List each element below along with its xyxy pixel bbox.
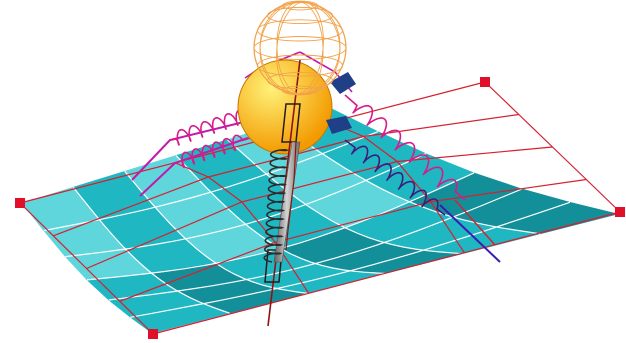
coil-spring [171,109,256,146]
pointer-arrows [326,72,356,134]
vertical-coil-spring [263,149,290,263]
control-point-marker [148,329,158,339]
coil-spring [177,134,251,169]
control-cage-line [19,202,154,335]
damper-link [285,141,297,251]
control-cage-line [174,162,310,294]
control-cage-line [152,211,621,335]
link-line [439,204,501,263]
control-points [15,77,625,339]
pointer-arrow [330,72,356,94]
control-cage-line [19,81,486,204]
coil-spring [344,139,446,216]
surface-grid-line [278,123,541,235]
pointer-arrow [326,116,352,134]
spring-links [131,51,501,263]
control-cage-line [329,121,465,254]
link-line [454,199,496,246]
control-point-marker [15,198,25,208]
control-cage-line [86,146,553,270]
vertical-spring-damper [263,59,301,327]
control-cage-line [53,113,519,237]
control-cage-line [484,81,621,213]
control-cage [19,81,621,335]
control-point-marker [480,77,490,87]
piston-rod [273,141,301,263]
surface-grid-line [124,170,308,294]
surface-grid-line [226,139,463,255]
control-cage-line [119,178,587,302]
surface-grid-line [72,186,230,314]
control-point-marker [615,207,625,217]
coil-spring [344,94,466,201]
